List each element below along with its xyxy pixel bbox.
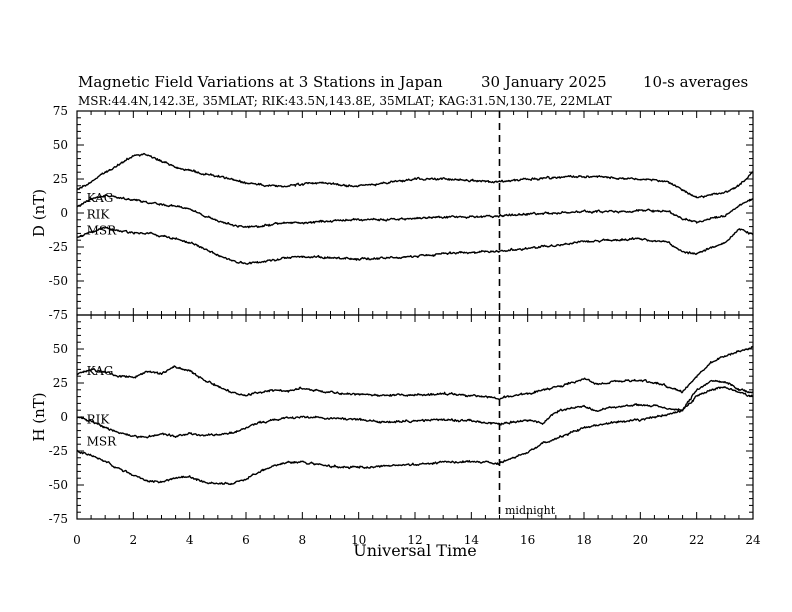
x-tick-label: 16 (520, 533, 535, 547)
h-series-label-msr: MSR (87, 434, 118, 448)
h-series-kag (77, 345, 754, 401)
d-y-tick-label: 75 (53, 104, 68, 118)
d-y-tick-label: 25 (53, 172, 68, 186)
series-lines (76, 152, 754, 486)
d-y-tick-label: -50 (49, 274, 68, 288)
h-y-tick-label: -50 (49, 478, 68, 492)
x-tick-label: 10 (351, 533, 366, 547)
d-series-kag (76, 152, 754, 199)
h-y-tick-label: -25 (49, 444, 68, 458)
h-series-msr (76, 386, 754, 486)
x-tick-label: 22 (689, 533, 704, 547)
h-y-tick-label: 0 (60, 410, 68, 424)
x-tick-label: 14 (464, 533, 480, 547)
d-series-label-kag: KAG (87, 191, 114, 205)
h-y-axis-label: H (nT) (30, 392, 48, 441)
x-tick-label: 8 (299, 533, 307, 547)
h-series-rik (76, 379, 754, 439)
x-tick-label: 6 (242, 533, 250, 547)
h-y-tick-label: -75 (49, 512, 68, 526)
x-axis-label: Universal Time (353, 541, 476, 560)
x-tick-label: 0 (73, 533, 81, 547)
d-y-tick-label: -75 (49, 308, 68, 322)
d-y-tick-label: -25 (49, 240, 68, 254)
h-y-tick-label: 50 (53, 342, 68, 356)
chart-date: 30 January 2025 (481, 73, 607, 91)
x-tick-label: 2 (130, 533, 138, 547)
x-tick-label: 18 (576, 533, 591, 547)
axis-ticks (76, 110, 754, 520)
d-y-axis-label: D (nT) (30, 189, 48, 237)
x-tick-label: 20 (633, 533, 648, 547)
chart-averaging: 10-s averages (643, 73, 748, 91)
x-tick-label: 24 (745, 533, 761, 547)
x-tick-label: 12 (407, 533, 422, 547)
station-info: MSR:44.4N,142.3E, 35MLAT; RIK:43.5N,143.… (78, 94, 612, 108)
axis-tick-labels: -75 -50 -25 0 25 50 75 KAG RIK MSR -75 -50 -25 0 25 50 0… (49, 104, 761, 547)
d-y-tick-label: 0 (60, 206, 68, 220)
x-tick-label: 4 (186, 533, 194, 547)
d-series-label-rik: RIK (87, 207, 111, 221)
d-series-rik (76, 194, 754, 229)
midnight-label: midnight (505, 504, 556, 517)
d-series-label-msr: MSR (87, 224, 118, 238)
h-y-tick-label: 25 (53, 376, 68, 390)
d-series-msr (76, 226, 754, 265)
chart-title: Magnetic Field Variations at 3 Stations … (78, 73, 443, 91)
d-y-tick-label: 50 (53, 138, 68, 152)
h-series-label-rik: RIK (87, 413, 111, 427)
